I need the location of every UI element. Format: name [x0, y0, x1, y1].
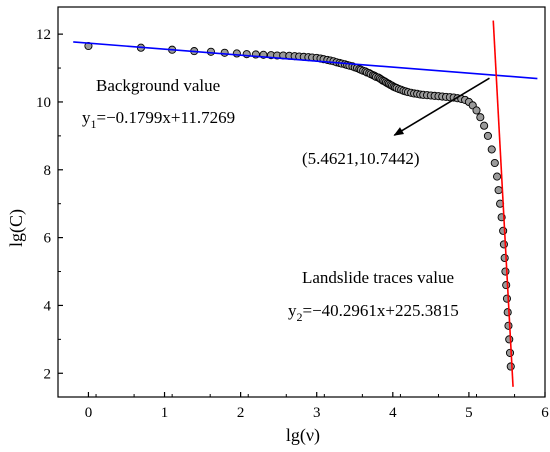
data-point	[483, 131, 492, 140]
landslide-fit-line	[492, 20, 514, 387]
data-point	[480, 121, 489, 130]
y-tick-label: 10	[36, 95, 51, 111]
intersection-arrow	[393, 77, 490, 136]
data-point	[206, 47, 215, 56]
data-point	[499, 240, 508, 249]
data-point	[487, 145, 496, 154]
equation-2: y2=−40.2961x+225.3815	[288, 301, 459, 324]
data-point	[505, 335, 514, 344]
data-point	[503, 308, 512, 317]
x-tick-label: 5	[465, 405, 473, 421]
y-axis-label: lg(C)	[6, 209, 27, 247]
background-label: Background value	[96, 76, 220, 95]
x-tick-label: 0	[85, 405, 93, 421]
data-point	[232, 49, 241, 58]
background-fit-line	[73, 41, 538, 80]
y-tick-label: 2	[44, 366, 52, 382]
x-tick-label: 3	[313, 405, 321, 421]
y-tick-label: 12	[36, 27, 51, 43]
intersection-label: (5.4621,10.7442)	[302, 149, 420, 168]
data-point	[502, 281, 511, 290]
data-point	[476, 113, 485, 122]
data-point	[502, 294, 512, 303]
x-tick-label: 1	[161, 405, 169, 421]
data-point	[506, 362, 515, 371]
data-point	[472, 106, 481, 115]
data-point	[499, 226, 508, 235]
x-tick-label: 6	[541, 405, 549, 421]
data-point	[242, 50, 251, 59]
data-point	[505, 348, 515, 357]
data-point	[494, 186, 503, 195]
data-point	[501, 267, 510, 276]
data-point	[493, 172, 502, 181]
data-point	[220, 48, 229, 57]
y-tick-label: 6	[44, 231, 52, 247]
x-axis-label: lg(ν)	[286, 425, 320, 446]
x-tick-label: 2	[237, 405, 245, 421]
plot-marks	[73, 20, 538, 387]
landslide-label: Landslide traces value	[302, 268, 454, 287]
y-tick-label: 8	[44, 163, 52, 179]
data-point	[504, 321, 513, 330]
data-point	[490, 158, 499, 168]
equation-1: y1=−0.1799x+11.7269	[82, 108, 235, 131]
data-point	[500, 253, 509, 263]
x-tick-label: 4	[389, 405, 397, 421]
y-tick-label: 4	[44, 298, 52, 314]
plot-frame	[57, 6, 546, 398]
